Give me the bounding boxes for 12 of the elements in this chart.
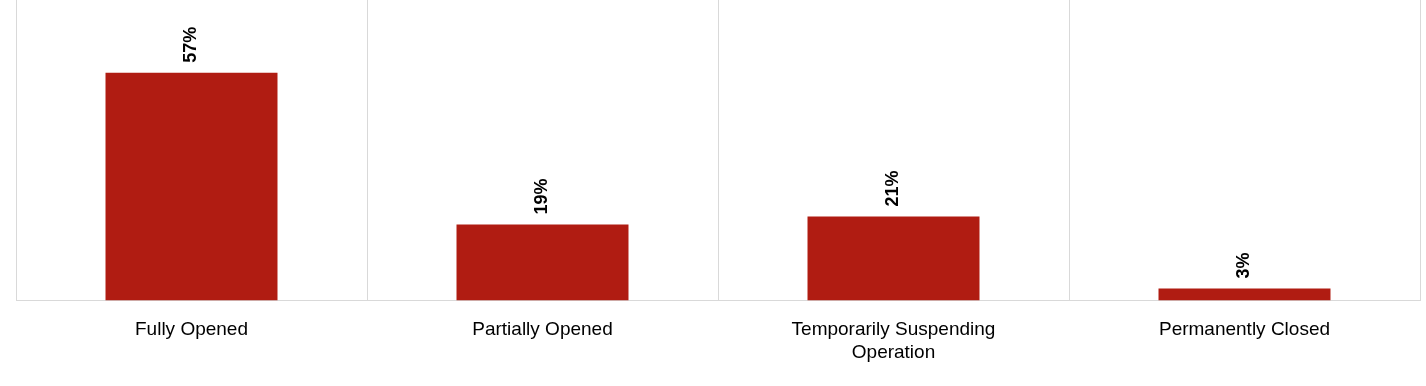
- bar: [105, 72, 278, 301]
- data-label: 57%: [180, 26, 201, 63]
- x-tick-label: Partially Opened: [472, 318, 613, 340]
- data-label: 19%: [531, 178, 552, 215]
- bar: [807, 216, 980, 301]
- data-label: 3%: [1233, 252, 1254, 279]
- data-label: 21%: [882, 170, 903, 207]
- x-tick-label: Permanently Closed: [1158, 318, 1331, 340]
- x-tick-label: Fully Opened: [134, 318, 249, 340]
- bar: [1158, 288, 1331, 301]
- x-tick-label: Temporarily Suspending Operation: [791, 318, 996, 362]
- bar: [456, 224, 629, 301]
